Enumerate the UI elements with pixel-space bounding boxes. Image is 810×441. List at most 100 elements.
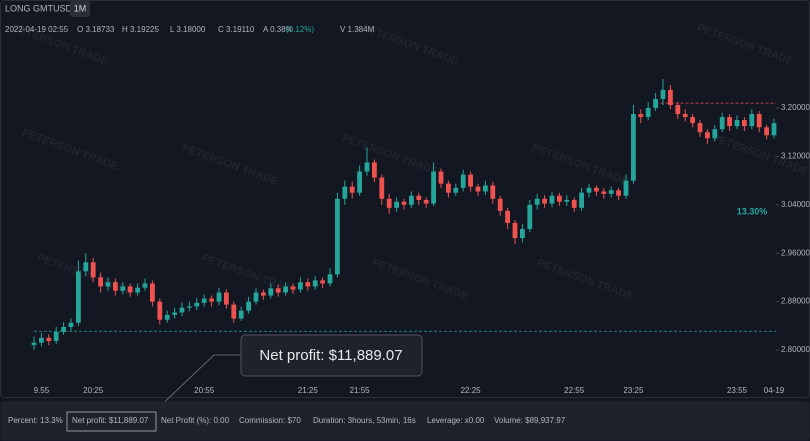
x-tick-label: 20:55 (194, 386, 215, 395)
candle-body (423, 199, 429, 204)
candle-body (483, 185, 488, 192)
candle-body (727, 117, 732, 127)
candle-body (512, 222, 518, 239)
footer-highlight (66, 411, 157, 432)
candle-body (209, 298, 214, 302)
x-tick-label: 04-19 (764, 386, 785, 395)
candle-body (653, 98, 658, 108)
candle-body (268, 288, 274, 296)
candle-body (520, 228, 525, 239)
candle-body (468, 174, 473, 187)
candle-body (601, 191, 607, 194)
candle-body (756, 114, 762, 128)
footer-item: Net Profit (%): 0.00 (161, 416, 230, 425)
plot: 2.80000 2.88000 2.96000 3.04000 3.12000 3.200… (31, 78, 810, 395)
candle-body (135, 287, 140, 293)
candle-body (475, 186, 481, 192)
candle-body (682, 114, 688, 118)
candle-body (61, 327, 66, 332)
candle-body (172, 312, 177, 315)
candle-body (534, 198, 540, 205)
candle-body (253, 292, 259, 302)
candle-body (150, 283, 155, 302)
candle-body (771, 123, 777, 136)
candle-body (586, 187, 592, 193)
candle-body (275, 288, 281, 293)
y-tick-label: 3.20000 (781, 103, 810, 112)
ohlc-close: C 3.19110 (218, 25, 255, 34)
candle-body (224, 292, 229, 305)
x-tick-label: 22:55 (564, 386, 585, 395)
candle-body (164, 314, 170, 320)
ohlc-open: O 3.18733 (77, 25, 115, 34)
candle-body (579, 192, 584, 208)
interval-button[interactable] (70, 1, 90, 17)
candle-body (320, 280, 325, 284)
candle-body (712, 129, 718, 139)
candle-body (660, 89, 666, 99)
profit-label: 13.30% (737, 206, 768, 216)
y-tick-label: 3.12000 (781, 152, 810, 161)
x-tick-label: 23:55 (727, 386, 748, 395)
symbol: LONG GMTUSDT (5, 3, 78, 13)
tooltip (240, 334, 423, 377)
candle-body (187, 306, 192, 308)
tooltip-text: Net profit: $11,889.07 (259, 347, 402, 364)
candle-body (742, 120, 747, 127)
candle-body (194, 302, 200, 307)
candle-body (216, 292, 222, 302)
candle-body (113, 282, 118, 291)
x-tick-label: 21:55 (350, 386, 371, 395)
candle-body (453, 187, 459, 193)
candle-body (46, 337, 52, 341)
candle-body (542, 198, 547, 204)
candle-body (342, 186, 348, 199)
footer-item: Leverage: x0.00 (427, 416, 485, 425)
candle-body (142, 283, 148, 288)
candle-body (364, 162, 370, 172)
candle-body (238, 310, 244, 319)
candle-body (409, 195, 414, 205)
footer-item: Commission: $70 (239, 416, 301, 425)
candle-body (372, 162, 377, 178)
candle-body (705, 132, 710, 139)
ohlc-volume: V 1.384M (340, 25, 375, 34)
candle-body (616, 190, 621, 196)
candle-body (335, 198, 340, 275)
y-tick-label: 2.88000 (781, 297, 810, 306)
candle-body (564, 199, 570, 202)
candle-body (749, 114, 755, 127)
candle-body (497, 198, 503, 211)
candle-body (668, 89, 673, 105)
candle-body (386, 198, 392, 208)
footer-item: Percent: 13.3% (8, 416, 63, 425)
candle-body (39, 337, 44, 343)
candle-body (446, 183, 451, 193)
y-tick-label: 2.96000 (781, 248, 810, 257)
y-tick-label: 3.04000 (781, 200, 810, 209)
candle-body (675, 104, 681, 115)
candle-body (120, 286, 126, 291)
candle-body (631, 114, 636, 181)
candle-body (401, 201, 407, 205)
candle-body (349, 186, 355, 193)
candle-body (379, 177, 385, 199)
candle-body (246, 301, 251, 311)
candle-body (460, 174, 466, 188)
candle-body (490, 185, 496, 199)
footer-item: Duration: 3hours, 53min, 16s (313, 416, 416, 425)
candle-body (231, 304, 237, 319)
candle-body (305, 282, 311, 287)
footer-item: Volume: $89,937.97 (494, 416, 566, 425)
candle-body (157, 301, 163, 320)
ohlc-high: H 3.19225 (122, 25, 159, 34)
candle-body (261, 292, 266, 296)
candle-body (623, 180, 629, 196)
ohlc-amplitude: A 0.38% (263, 25, 293, 34)
x-tick-label: 23:25 (623, 386, 644, 395)
candle-body (697, 123, 703, 133)
ohlc-change: (0.12%) (286, 25, 314, 34)
candle-body (201, 298, 207, 303)
interval[interactable]: 1M (74, 3, 87, 13)
candle-body (734, 120, 740, 127)
